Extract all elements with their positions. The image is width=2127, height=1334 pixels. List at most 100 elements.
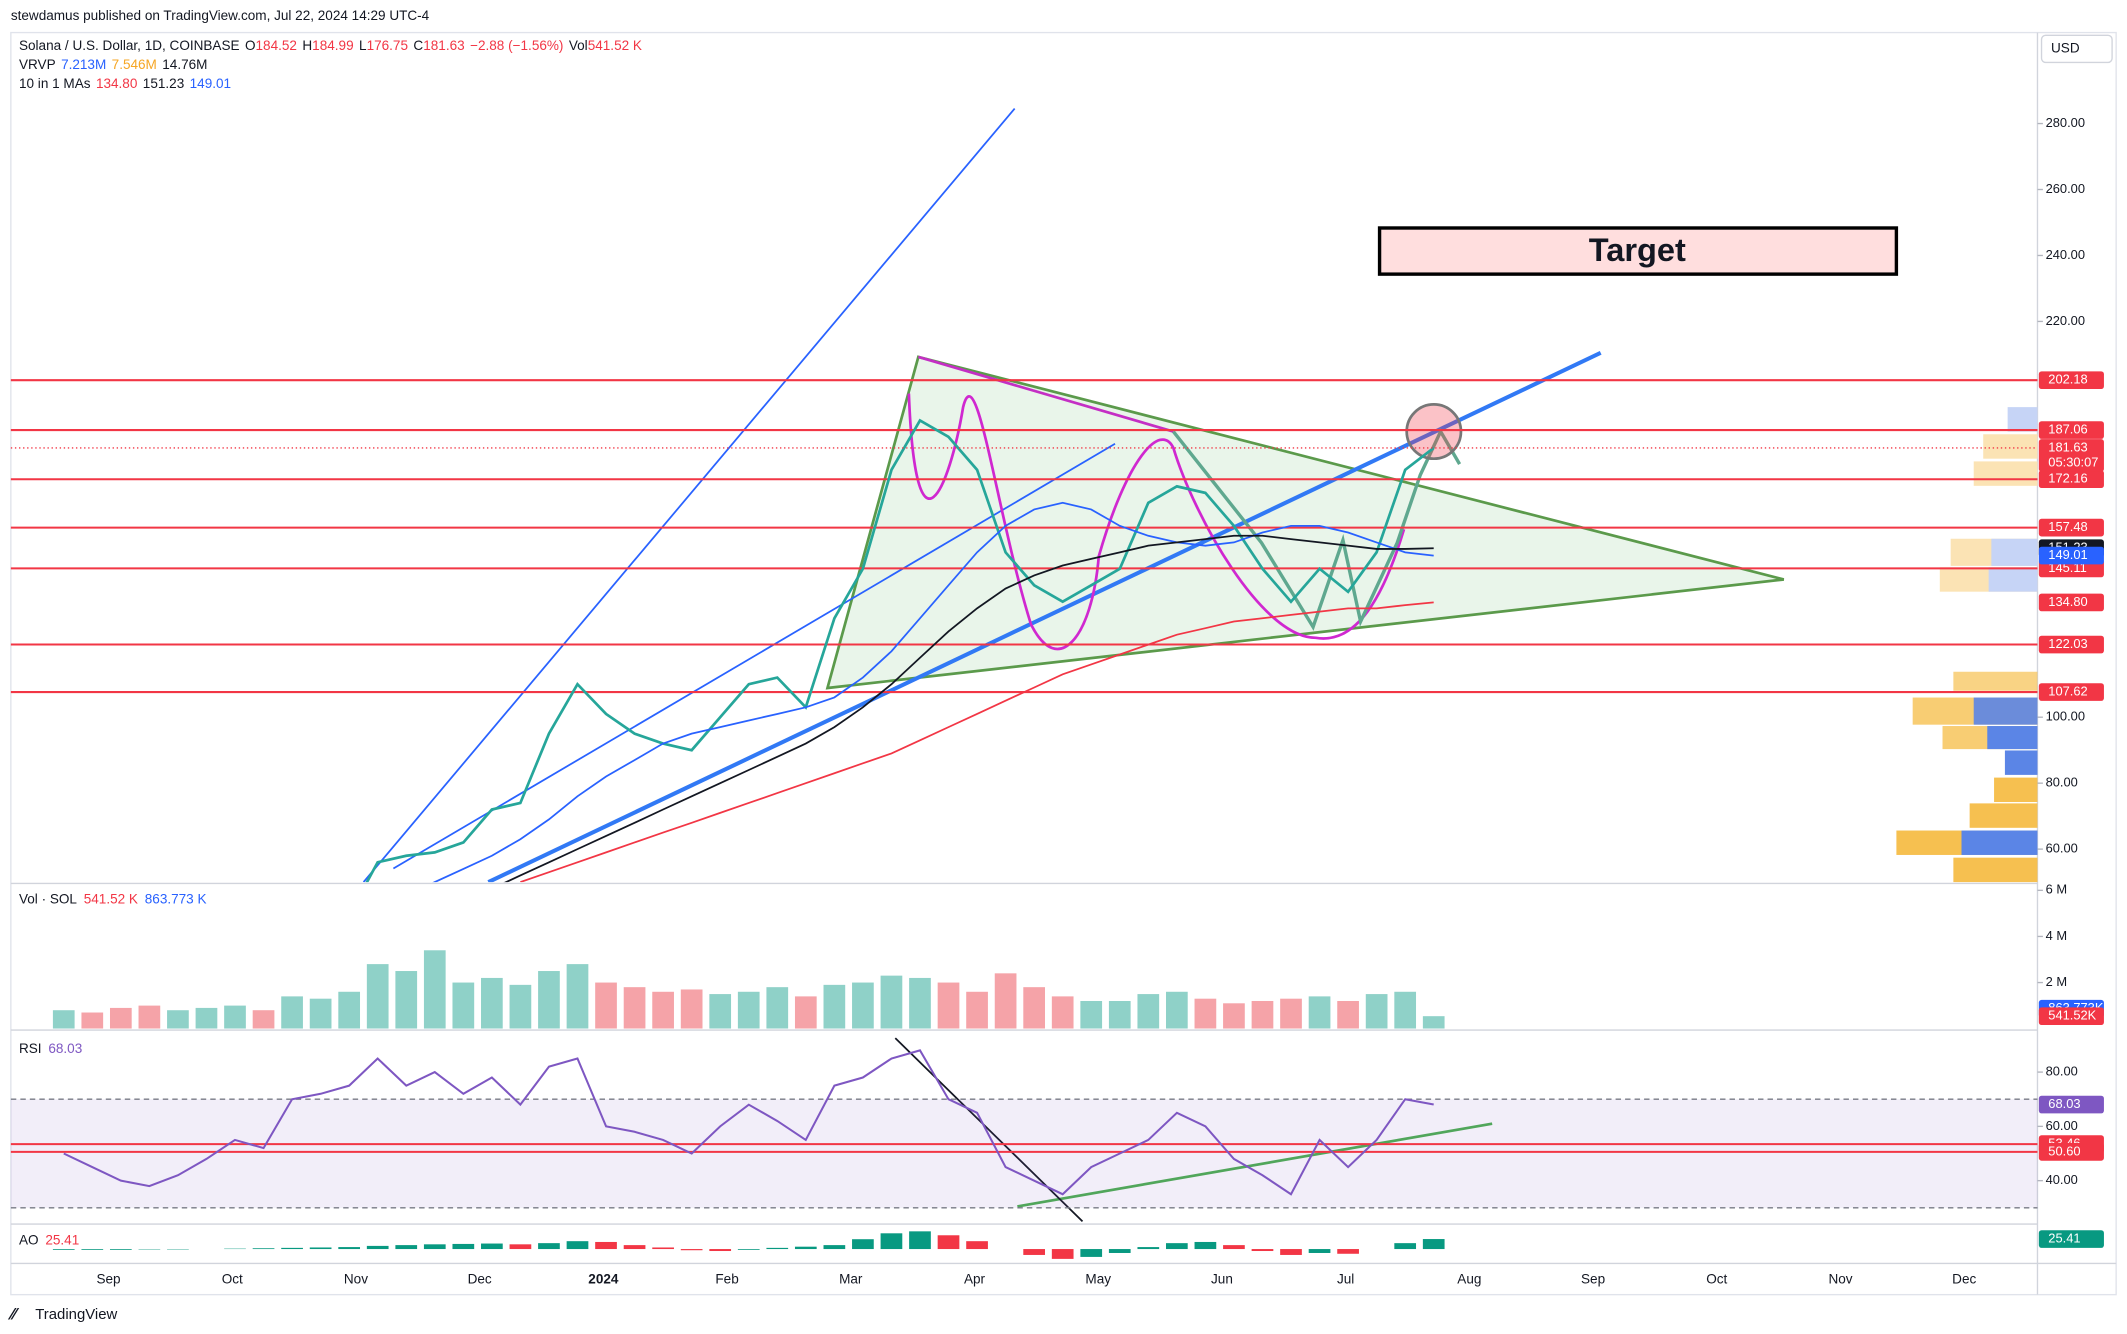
volume-bar	[109, 1007, 132, 1029]
ao-bar	[566, 1241, 589, 1250]
ao-bar	[452, 1243, 475, 1250]
ma-legend: 10 in 1 MAs 134.80 151.23 149.01	[19, 76, 231, 91]
pane-legend: Vol · SOL 541.52 K 863.773 K	[19, 891, 207, 906]
volume-bar	[509, 984, 532, 1029]
ao-bar	[1308, 1249, 1331, 1253]
price-tag	[2038, 518, 2104, 537]
x-tick-label: Aug	[1457, 1271, 1481, 1286]
ao-bar	[1422, 1239, 1445, 1250]
ao-bar	[966, 1241, 988, 1250]
price-tag	[2038, 546, 2104, 565]
volume-profile	[1896, 407, 2038, 883]
pane-value: 68.03	[48, 1041, 82, 1056]
rsi-trend-line	[1017, 1122, 1493, 1208]
x-tick-label: May	[1085, 1271, 1111, 1286]
volume-bar	[909, 977, 931, 1029]
ao-bar	[1337, 1249, 1359, 1254]
y-tick-label: 220.00	[2046, 313, 2085, 328]
price-tag	[2038, 1095, 2104, 1114]
volume-bar	[1365, 994, 1388, 1029]
price-line	[365, 418, 1435, 883]
last-price-label: 181.63	[2048, 439, 2087, 454]
y-tick-label: 100.00	[2046, 709, 2085, 724]
y-tick-label: 240.00	[2046, 247, 2085, 262]
price-tag	[2038, 421, 2104, 439]
y-tick-label: 80.00	[2046, 775, 2078, 790]
y-tick-label: 6 M	[2046, 882, 2067, 897]
ao-bar	[1051, 1249, 1074, 1259]
volume-bar	[566, 964, 589, 1029]
ma-name: 10 in 1 MAs	[19, 76, 91, 91]
price-tag	[2038, 1230, 2104, 1248]
moving-average	[520, 601, 1434, 883]
x-tick-label: Mar	[839, 1271, 863, 1286]
price-tag-label: 541.52K	[2048, 1008, 2096, 1023]
symbol: Solana / U.S. Dollar, 1D, COINBASE	[19, 38, 240, 53]
plot	[52, 950, 1445, 1029]
volume-bar	[81, 1012, 104, 1029]
x-tick-label: Nov	[344, 1271, 368, 1286]
target-label: Target	[1589, 232, 1686, 268]
countdown: 05:30:07	[2048, 454, 2098, 469]
ao-bar	[1080, 1249, 1103, 1257]
ao-bar	[1394, 1243, 1417, 1250]
volume-bar	[338, 991, 361, 1029]
publisher: stewdamus published on TradingView.com, …	[11, 8, 430, 23]
ao-bar	[595, 1241, 617, 1250]
ohlc-key: C	[413, 38, 423, 53]
y-tick-label: 260.00	[2046, 181, 2085, 196]
trend-line	[487, 350, 1602, 883]
cup-pattern	[907, 393, 1406, 651]
ao-bar	[852, 1239, 874, 1250]
y-tick-label: 280.00	[2046, 115, 2085, 130]
pane-legend: RSI 68.03	[19, 1041, 82, 1056]
trend-line	[917, 355, 1174, 433]
volume-bar	[309, 998, 332, 1029]
footer-logo-mark: ⁄⁄	[8, 1305, 20, 1323]
vol-key: Vol	[569, 38, 588, 53]
volume-bar	[281, 996, 303, 1029]
volume-bar	[823, 984, 846, 1029]
volume-bar	[680, 989, 703, 1029]
x-tick-label: Dec	[468, 1271, 492, 1286]
ma-value: 134.80	[96, 76, 137, 91]
plot	[52, 1231, 1445, 1259]
volume-bar	[538, 971, 560, 1029]
ohlc-value: 176.75	[367, 38, 408, 53]
plot	[63, 1049, 1434, 1196]
volume-bar	[1308, 996, 1331, 1029]
x-tick-label: Sep	[96, 1271, 120, 1286]
price-tag	[2038, 683, 2104, 701]
vol-value: 541.52 K	[588, 38, 642, 53]
price-tag	[2038, 635, 2104, 654]
currency[interactable]: USD	[2051, 40, 2080, 55]
ao-bar	[52, 1249, 75, 1250]
ao-bar	[794, 1246, 817, 1250]
volume-bar	[452, 982, 475, 1029]
drawings	[362, 107, 1785, 883]
volume-bar	[1394, 991, 1417, 1029]
ao-bar	[709, 1249, 732, 1252]
volume-bar	[794, 996, 817, 1029]
volume-bar	[252, 1010, 275, 1029]
ao-bar	[281, 1247, 303, 1250]
vrvp-name: VRVP	[19, 57, 56, 72]
pane-value: 25.41	[45, 1232, 79, 1247]
currency-button[interactable]	[2040, 34, 2113, 64]
price-tag	[2038, 470, 2104, 489]
moving-average	[504, 534, 1434, 883]
volume-bar	[224, 1005, 246, 1029]
price-tag	[2038, 1007, 2104, 1025]
price-tag	[2038, 1143, 2104, 1161]
pane-legend: AO 25.41	[19, 1232, 79, 1247]
ao-bar	[909, 1231, 931, 1250]
price-tag-label: 122.03	[2048, 636, 2087, 651]
y-tick-label: 60.00	[2046, 1118, 2078, 1133]
y-tick-label: 80.00	[2046, 1063, 2078, 1078]
pane-title: RSI	[19, 1041, 42, 1056]
ma-value: 151.23	[143, 76, 184, 91]
y-tick-label: 4 M	[2046, 928, 2067, 943]
price-tag-label: 149.01	[2048, 547, 2087, 562]
x-tick-label: Oct	[222, 1271, 243, 1286]
volume-bar	[195, 1007, 218, 1029]
